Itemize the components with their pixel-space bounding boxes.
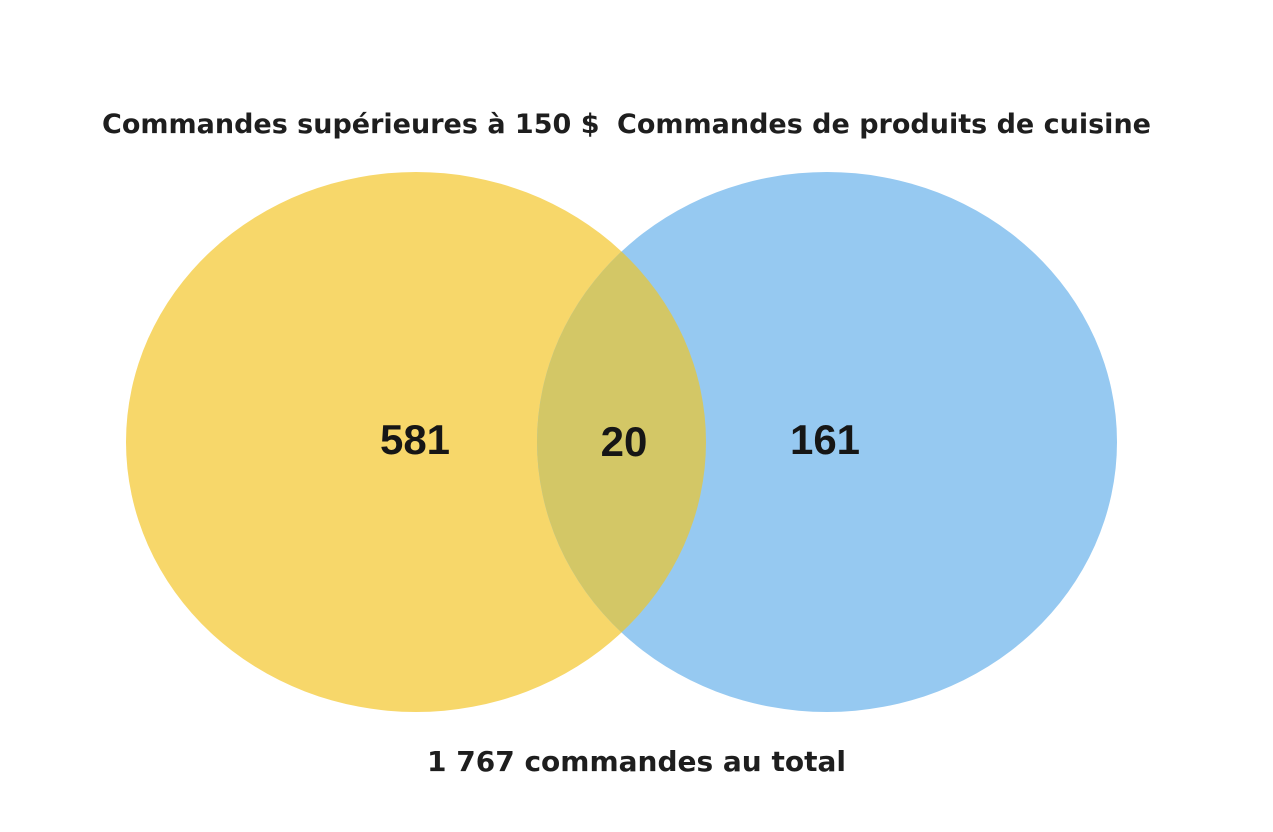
- set-b-label: Commandes de produits de cuisine: [617, 109, 1151, 140]
- intersection-count: 20: [600, 418, 648, 465]
- set-a-circle: [126, 172, 706, 712]
- total-label: 1 767 commandes au total: [427, 745, 846, 778]
- set-a-label: Commandes supérieures à 150 $: [102, 109, 600, 140]
- set-b-circle: [537, 172, 1117, 712]
- set-a-only-count: 581: [379, 416, 451, 463]
- set-b-only-count: 161: [789, 416, 861, 463]
